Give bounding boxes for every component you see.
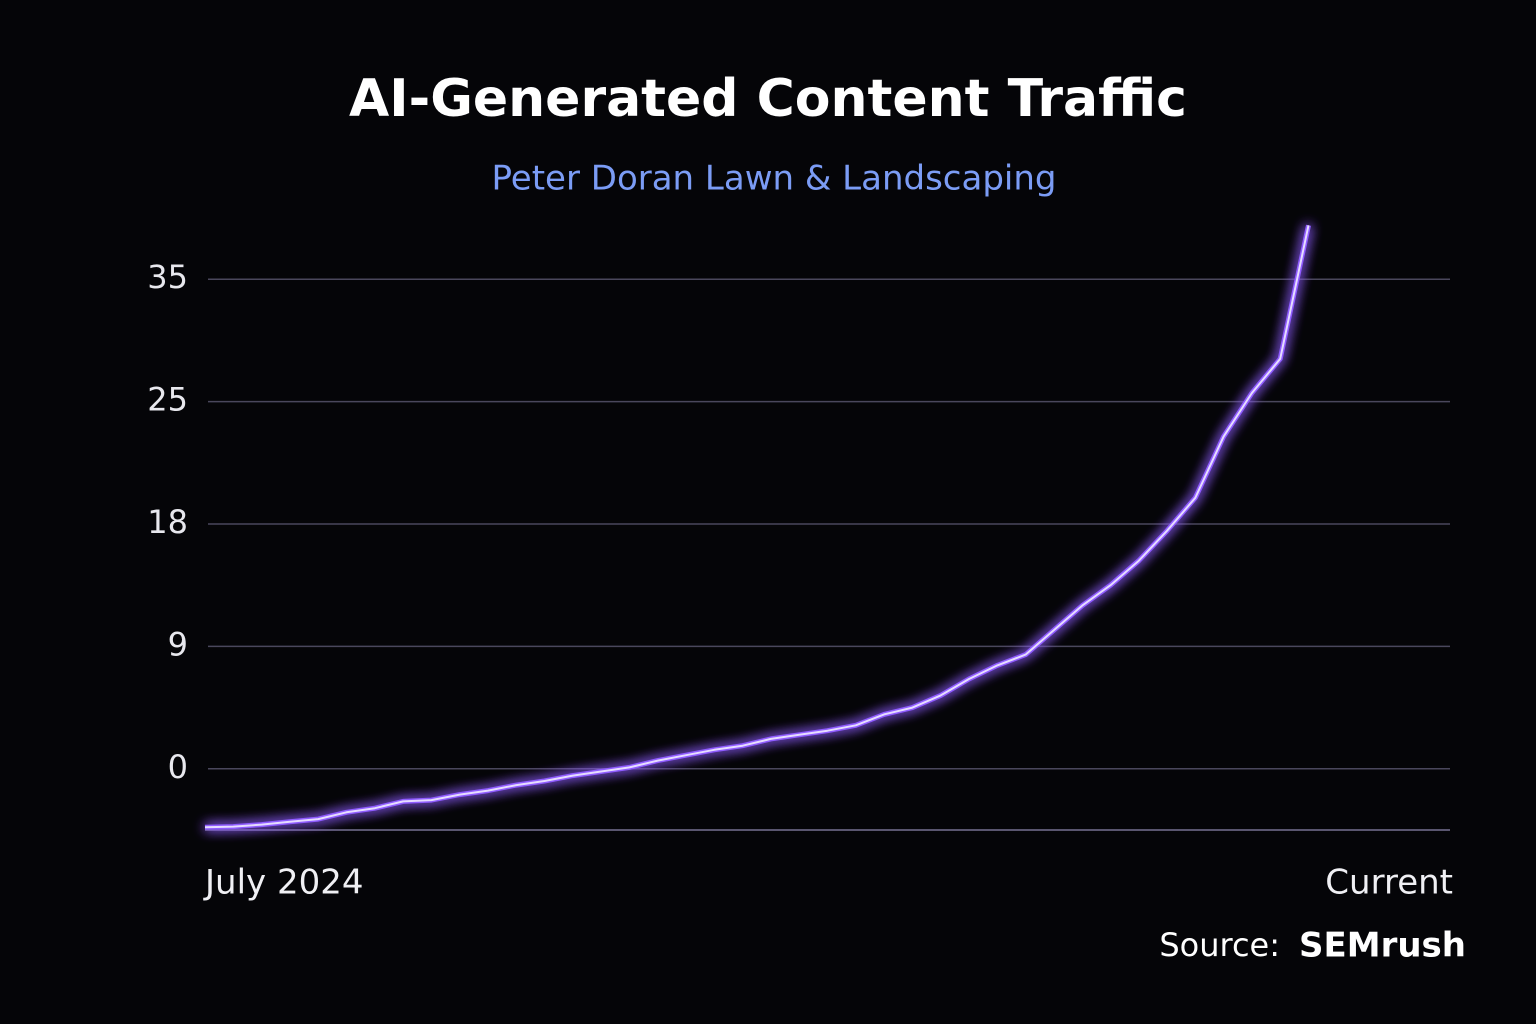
chart-title: AI-Generated Content Traffic <box>349 69 1187 129</box>
source-prefix: Source: <box>1159 926 1280 964</box>
y-tick-label: 18 <box>147 503 188 541</box>
x-tick-label: Current <box>1325 863 1453 903</box>
y-tick-label: 0 <box>168 748 188 786</box>
y-tick-label: 35 <box>147 258 188 296</box>
line-core <box>204 225 1310 829</box>
chart-subtitle: Peter Doran Lawn & Landscaping <box>492 159 1057 199</box>
y-tick-label: 9 <box>168 625 188 663</box>
source-name: SEMrush <box>1299 926 1466 966</box>
x-tick-label: July 2024 <box>203 863 363 903</box>
y-tick-label: 25 <box>147 381 188 419</box>
